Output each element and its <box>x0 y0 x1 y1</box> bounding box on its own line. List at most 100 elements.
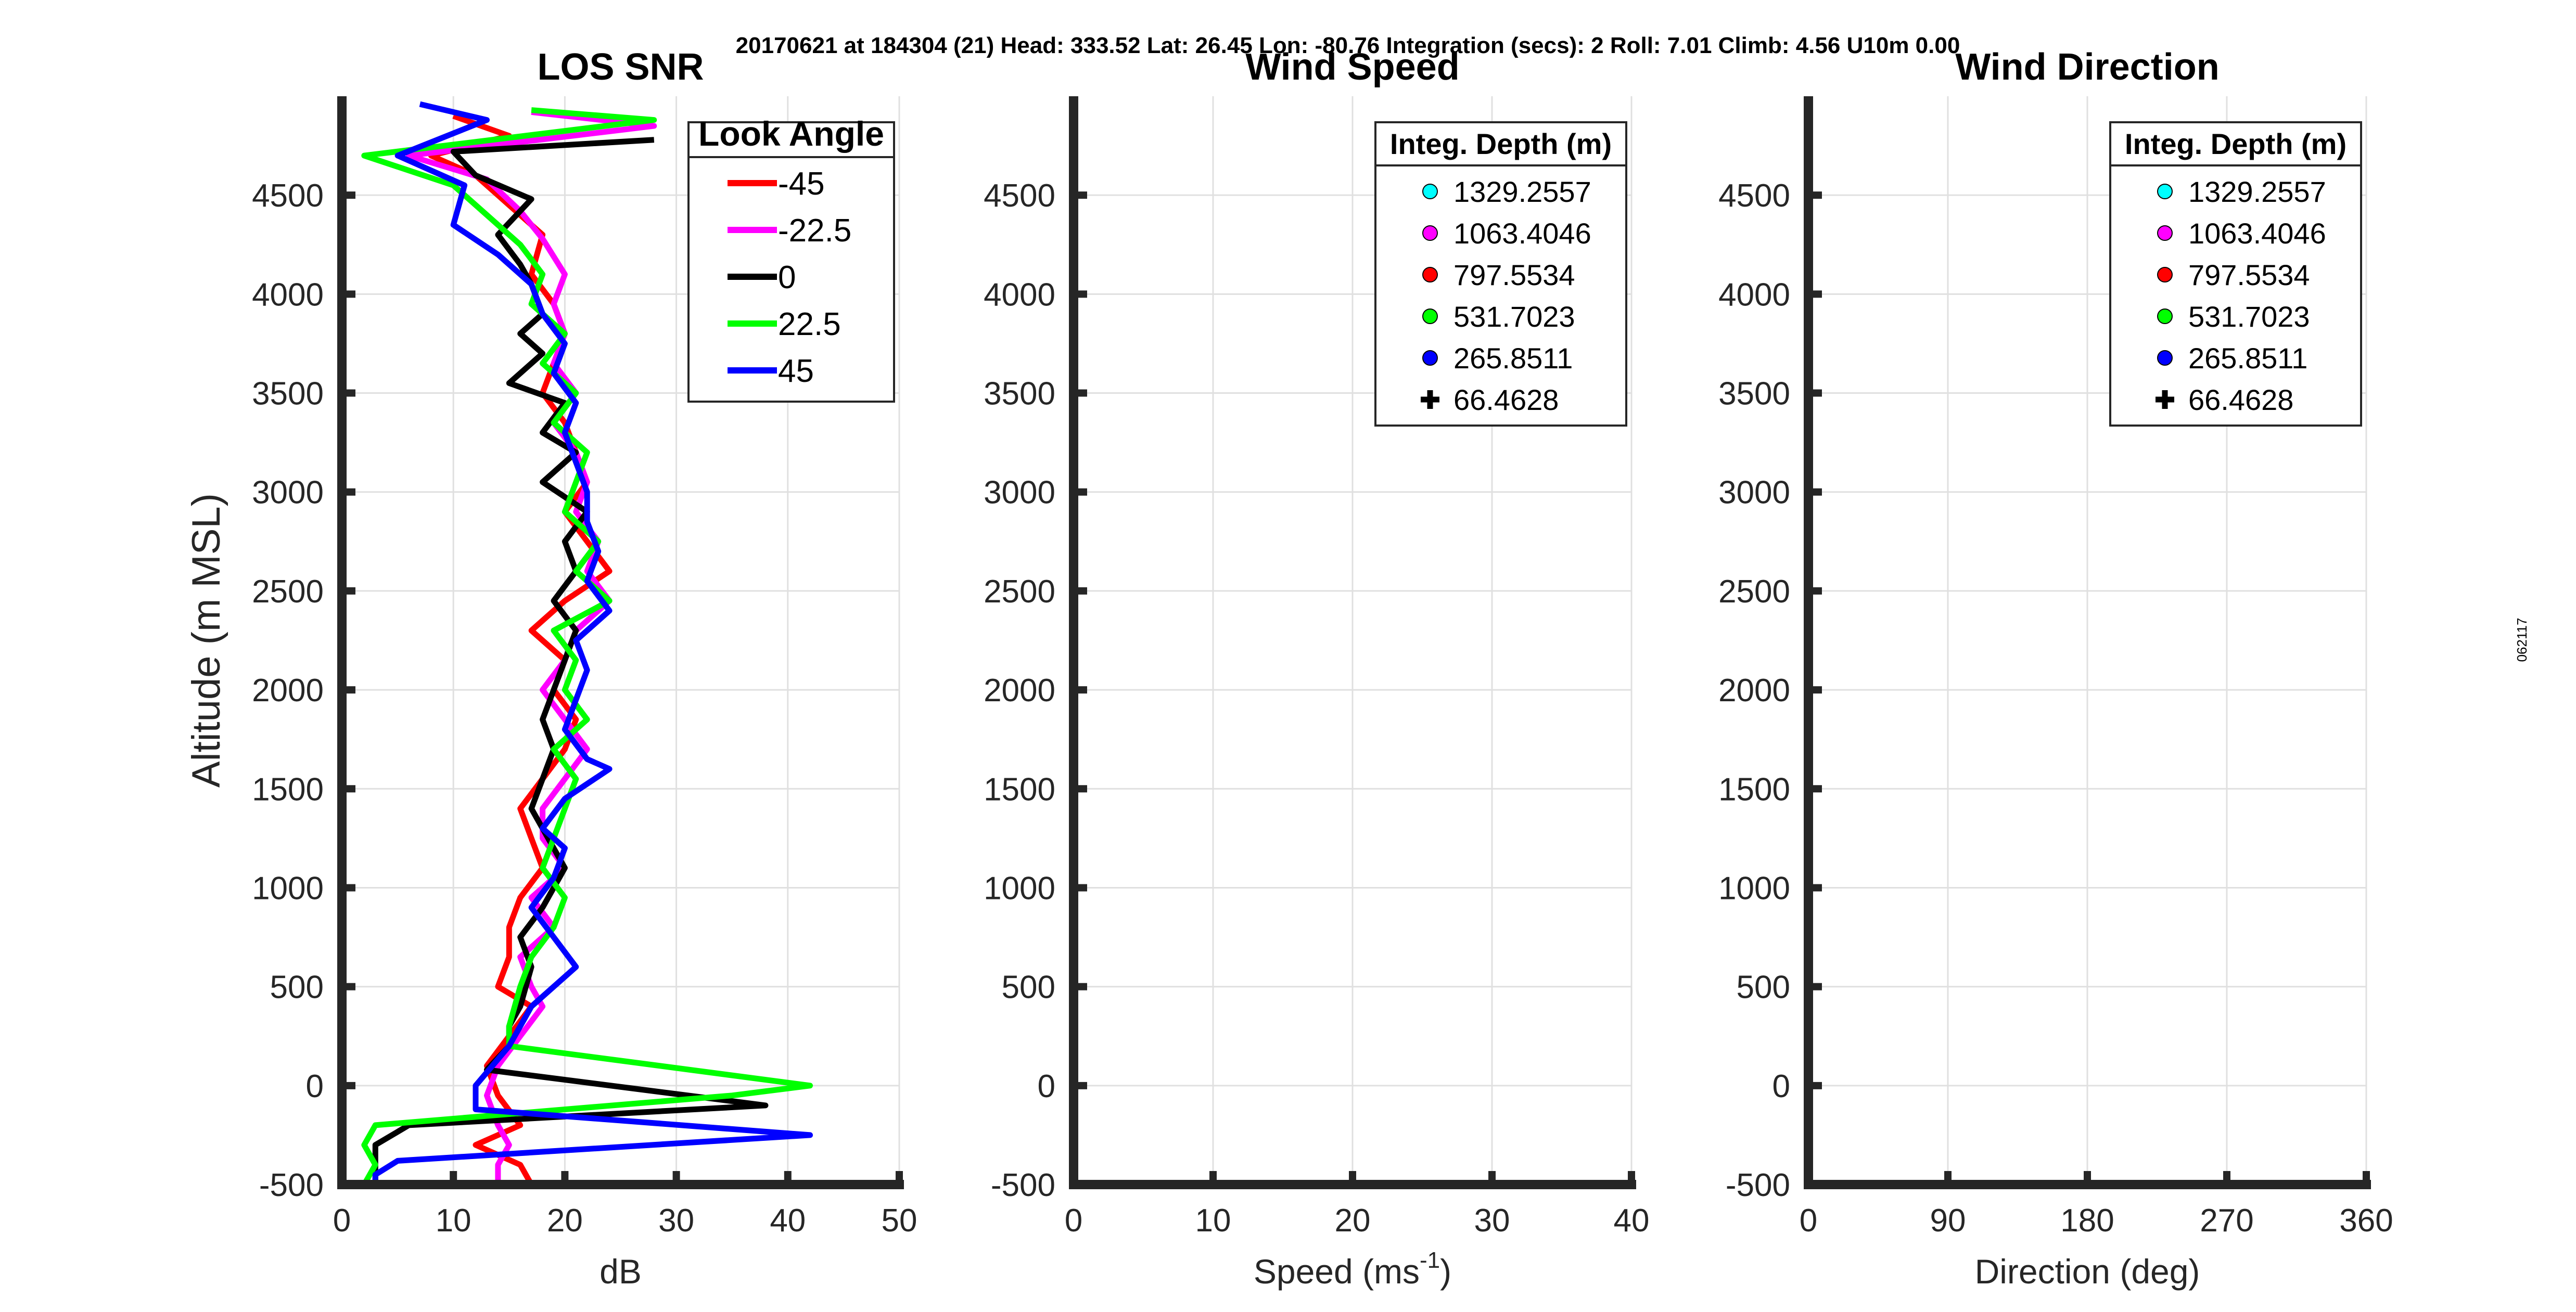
legend-label: 1063.4046 <box>1453 217 1591 250</box>
y-tick-label: 4500 <box>252 178 324 214</box>
y-tick-label: 0 <box>1772 1069 1790 1104</box>
x-tick-label: 270 <box>2200 1203 2253 1239</box>
legend-label: -45 <box>778 166 825 202</box>
legend-marker-1329.2557 <box>1422 184 1438 199</box>
x-tick-label: 30 <box>1474 1203 1510 1239</box>
x-tick-label: 90 <box>1930 1203 1966 1239</box>
panel-title: Wind Speed <box>1245 46 1459 88</box>
legend-title: Integ. Depth (m) <box>2125 127 2347 160</box>
y-tick-label: 1000 <box>1718 870 1790 906</box>
legend: Integ. Depth (m) 1329.2557 1063.4046 797.55… <box>1374 121 1627 427</box>
legend-label: 1329.2557 <box>2188 175 2326 208</box>
y-tick-label: 500 <box>1002 970 1055 1006</box>
legend-label: 531.7023 <box>1453 300 1575 333</box>
y-tick-label: 1500 <box>984 771 1055 807</box>
y-tick-label: 4500 <box>1718 178 1790 214</box>
legend: Look Angle -45 -22.5 0 22.5 45 <box>687 114 895 403</box>
legend-label: -22.5 <box>778 213 851 249</box>
x-tick-label: 360 <box>2339 1203 2393 1239</box>
legend-marker-66.4628 <box>1421 390 1439 409</box>
side-label: 062117 <box>2514 618 2530 662</box>
y-tick-label: -500 <box>1726 1167 1790 1203</box>
y-tick-label: 2000 <box>1718 673 1790 709</box>
panel-title: Wind Direction <box>1955 46 2219 88</box>
x-tick-label: 10 <box>436 1203 471 1239</box>
legend-marker-797.5534 <box>2157 267 2173 282</box>
y-tick-label: 2500 <box>252 574 324 610</box>
y-tick-label: 2500 <box>1718 574 1790 610</box>
legend: Integ. Depth (m) 1329.2557 1063.4046 797.55… <box>2109 121 2362 427</box>
y-tick-label: 3500 <box>252 376 324 412</box>
x-tick-label: 40 <box>1614 1203 1650 1239</box>
legend-marker-1329.2557 <box>2157 184 2173 199</box>
panel-1: 0 10 20 30 40 50-5000500100015002000250030003… <box>184 46 917 1291</box>
x-tick-label: 20 <box>547 1203 583 1239</box>
y-tick-label: -500 <box>991 1167 1055 1203</box>
y-tick-label: 3500 <box>984 376 1055 412</box>
x-tick-label: 50 <box>882 1203 917 1239</box>
x-axis-label-tail: ) <box>1440 1252 1451 1291</box>
x-axis-label: Speed (ms-1) <box>1254 1247 1451 1291</box>
y-tick-label: 4000 <box>984 277 1055 313</box>
y-tick-label: 3000 <box>1718 475 1790 511</box>
y-tick-label: 3000 <box>252 475 324 511</box>
panel-2: 0 10 20 30 40 -500 0 500 1000 1500 2000 2500 3000 350… <box>984 46 1649 1291</box>
legend-label: 66.4628 <box>2188 383 2293 416</box>
x-tick-label: 20 <box>1335 1203 1371 1239</box>
x-tick-label: 40 <box>770 1203 806 1239</box>
y-axis-label: Altitude (m MSL) <box>184 493 228 788</box>
x-axis-label-sup: -1 <box>1420 1247 1440 1273</box>
y-tick-label: 1000 <box>984 870 1055 906</box>
y-tick-label: 3500 <box>1718 376 1790 412</box>
y-tick-label: 500 <box>270 970 324 1006</box>
y-tick-label: 2500 <box>984 574 1055 610</box>
y-tick-label: 2000 <box>984 673 1055 709</box>
legend-marker-797.5534 <box>1422 267 1438 282</box>
legend-title: Integ. Depth (m) <box>1390 127 1612 160</box>
y-tick-label: 2000 <box>252 673 324 709</box>
y-tick-label: 4000 <box>1718 277 1790 313</box>
series-line-22.5 <box>361 107 813 1185</box>
x-tick-label: 0 <box>333 1203 351 1239</box>
legend-marker-265.8511 <box>1422 350 1438 366</box>
x-tick-label: 30 <box>658 1203 694 1239</box>
legend-box <box>1374 121 1627 427</box>
legend-label: 0 <box>778 260 796 295</box>
y-tick-label: 3000 <box>984 475 1055 511</box>
x-axis-label: Direction (deg) <box>1975 1252 2200 1291</box>
legend-label: 531.7023 <box>2188 300 2310 333</box>
x-tick-label: 180 <box>2060 1203 2114 1239</box>
y-tick-label: 1500 <box>1718 771 1790 807</box>
legend-label: 45 <box>778 353 814 389</box>
panel-title: LOS SNR <box>537 46 704 88</box>
series-line-45 <box>372 101 813 1185</box>
panel-3: 0 90 180 270 360 -500 0 500 1000 1500 2000 2500 3000… <box>1718 46 2393 1291</box>
y-tick-label: 0 <box>1038 1069 1055 1104</box>
y-tick-label: 4500 <box>984 178 1055 214</box>
legend-label: 66.4628 <box>1453 383 1559 416</box>
x-tick-label: 0 <box>1065 1203 1082 1239</box>
x-axis-label: dB <box>600 1252 642 1291</box>
y-tick-label: 1500 <box>252 771 324 807</box>
legend-marker-1063.4046 <box>1422 225 1438 241</box>
x-tick-label: 0 <box>1800 1203 1817 1239</box>
legend-label: 1063.4046 <box>2188 217 2326 250</box>
legend-label: 265.8511 <box>1453 342 1573 375</box>
y-tick-label: 500 <box>1737 970 1790 1006</box>
legend-marker-66.4628 <box>2156 390 2174 409</box>
y-tick-label: 1000 <box>252 870 324 906</box>
legend-box <box>687 121 895 403</box>
legend-marker-265.8511 <box>2157 350 2173 366</box>
legend-label: 797.5534 <box>1453 259 1575 291</box>
y-tick-label: -500 <box>259 1167 324 1203</box>
legend-box <box>2109 121 2362 427</box>
figure-title: 20170621 at 184304 (21) Head: 333.52 Lat… <box>736 33 1960 58</box>
y-tick-label: 0 <box>306 1069 324 1104</box>
legend-marker-531.7023 <box>1422 308 1438 324</box>
legend-label: 22.5 <box>778 306 841 342</box>
x-tick-label: 10 <box>1195 1203 1231 1239</box>
legend-marker-531.7023 <box>2157 308 2173 324</box>
legend-marker-1063.4046 <box>2157 225 2173 241</box>
legend-label: 265.8511 <box>2188 342 2307 375</box>
